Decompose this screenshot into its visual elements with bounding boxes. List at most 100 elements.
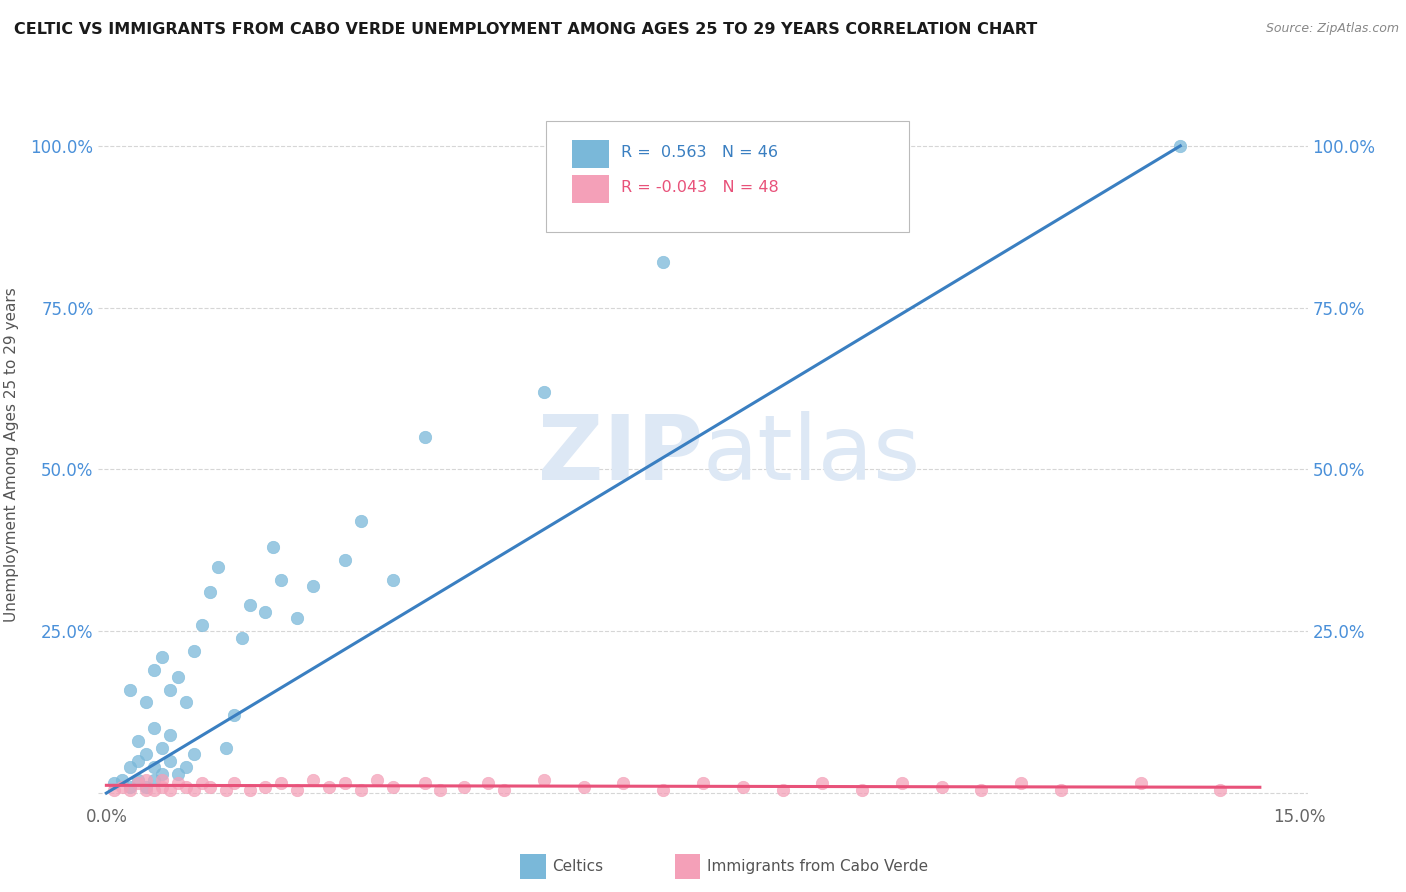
Point xyxy=(167,670,190,684)
Point xyxy=(851,782,873,797)
Point xyxy=(1168,139,1191,153)
Point xyxy=(1129,776,1152,790)
Point xyxy=(103,782,125,797)
FancyBboxPatch shape xyxy=(546,121,908,232)
Point xyxy=(120,682,142,697)
Point xyxy=(120,782,142,797)
Point xyxy=(143,663,166,677)
Point xyxy=(494,782,516,797)
Text: Immigrants from Cabo Verde: Immigrants from Cabo Verde xyxy=(707,859,928,873)
Point xyxy=(127,754,149,768)
Point xyxy=(350,782,373,797)
Point xyxy=(890,776,912,790)
Point xyxy=(215,782,238,797)
Text: ZIP: ZIP xyxy=(538,411,703,499)
Point xyxy=(183,643,205,657)
Point xyxy=(207,559,229,574)
Point xyxy=(692,776,714,790)
Point xyxy=(302,773,325,788)
Point xyxy=(150,780,173,794)
Point xyxy=(167,776,190,790)
Point xyxy=(572,780,595,794)
Point xyxy=(254,605,277,619)
Point xyxy=(262,540,284,554)
Point xyxy=(120,780,142,794)
Point xyxy=(103,776,125,790)
Point xyxy=(120,760,142,774)
Point xyxy=(159,728,181,742)
Text: R =  0.563   N = 46: R = 0.563 N = 46 xyxy=(621,145,778,160)
Point xyxy=(111,773,134,788)
Point xyxy=(413,776,436,790)
Point xyxy=(111,780,134,794)
Point xyxy=(143,722,166,736)
Point xyxy=(254,780,277,794)
Text: CELTIC VS IMMIGRANTS FROM CABO VERDE UNEMPLOYMENT AMONG AGES 25 TO 29 YEARS CORR: CELTIC VS IMMIGRANTS FROM CABO VERDE UNE… xyxy=(14,22,1038,37)
Point xyxy=(222,708,245,723)
Point xyxy=(239,599,262,613)
Point xyxy=(150,766,173,780)
Point xyxy=(183,747,205,762)
Y-axis label: Unemployment Among Ages 25 to 29 years: Unemployment Among Ages 25 to 29 years xyxy=(4,287,20,623)
Point xyxy=(231,631,253,645)
Point xyxy=(127,734,149,748)
Point xyxy=(477,776,499,790)
Point xyxy=(533,773,555,788)
Point xyxy=(413,430,436,444)
Point xyxy=(135,696,157,710)
Text: Source: ZipAtlas.com: Source: ZipAtlas.com xyxy=(1265,22,1399,36)
Point xyxy=(811,776,834,790)
Point xyxy=(270,573,292,587)
Text: R = -0.043   N = 48: R = -0.043 N = 48 xyxy=(621,179,779,194)
Point xyxy=(174,696,197,710)
Point xyxy=(183,782,205,797)
Point xyxy=(931,780,953,794)
Point xyxy=(1209,782,1232,797)
Point xyxy=(159,682,181,697)
Point xyxy=(285,611,308,625)
Text: Celtics: Celtics xyxy=(553,859,603,873)
Point xyxy=(127,776,149,790)
Point xyxy=(135,782,157,797)
Point xyxy=(239,782,262,797)
Point xyxy=(333,776,356,790)
Point xyxy=(143,782,166,797)
Point xyxy=(215,740,238,755)
Point xyxy=(302,579,325,593)
Point xyxy=(159,754,181,768)
Point xyxy=(652,255,675,269)
Point xyxy=(143,773,166,788)
Point xyxy=(381,780,404,794)
Point xyxy=(533,384,555,399)
Point xyxy=(167,766,190,780)
Point xyxy=(1010,776,1032,790)
Point xyxy=(270,776,292,790)
Point xyxy=(143,760,166,774)
Point xyxy=(191,776,214,790)
Point xyxy=(731,780,754,794)
Point xyxy=(174,780,197,794)
FancyBboxPatch shape xyxy=(572,175,609,203)
Point xyxy=(159,782,181,797)
Point xyxy=(135,773,157,788)
Point xyxy=(381,573,404,587)
Point xyxy=(970,782,993,797)
Point xyxy=(350,514,373,528)
Point xyxy=(222,776,245,790)
Point xyxy=(150,773,173,788)
Point xyxy=(318,780,340,794)
FancyBboxPatch shape xyxy=(572,140,609,169)
Point xyxy=(453,780,475,794)
Point xyxy=(135,780,157,794)
Point xyxy=(198,585,221,599)
Point xyxy=(198,780,221,794)
Point xyxy=(772,782,794,797)
Point xyxy=(127,773,149,788)
Point xyxy=(333,553,356,567)
Point xyxy=(135,747,157,762)
Point xyxy=(366,773,388,788)
Point xyxy=(285,782,308,797)
Text: atlas: atlas xyxy=(703,411,921,499)
Point xyxy=(1050,782,1073,797)
Point xyxy=(174,760,197,774)
